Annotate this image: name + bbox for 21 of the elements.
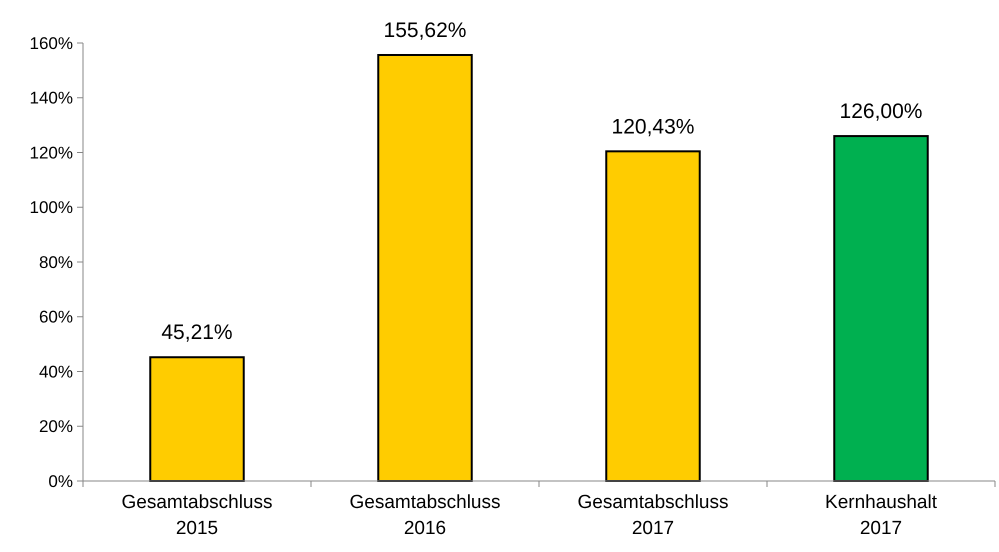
bar — [149, 356, 245, 482]
y-tick-label: 80% — [38, 252, 73, 272]
bar — [605, 150, 701, 482]
y-tick-label: 120% — [30, 143, 73, 162]
y-tick-label: 60% — [38, 308, 73, 327]
y-tick-label: 140% — [30, 88, 73, 108]
y-tick-label: 160% — [30, 34, 73, 53]
x-tick-label: Gesamtabschluss 2015 — [121, 492, 273, 539]
data-label: 155,62% — [384, 18, 466, 42]
y-tick-label: 40% — [38, 362, 73, 382]
y-tick-label: 100% — [30, 198, 73, 218]
bar — [377, 54, 473, 482]
x-tick-label: Gesamtabschluss 2017 — [577, 492, 729, 539]
data-label: 45,21% — [161, 321, 233, 344]
bar — [833, 135, 929, 482]
y-tick-label: 20% — [38, 417, 73, 436]
y-tick-label: 0% — [48, 472, 73, 491]
x-tick-label: Kernhaushalt 2017 — [825, 492, 938, 539]
data-label: 120,43% — [612, 115, 694, 138]
x-tick-label: Gesamtabschluss 2016 — [349, 492, 501, 539]
data-label: 126,00% — [840, 100, 922, 124]
